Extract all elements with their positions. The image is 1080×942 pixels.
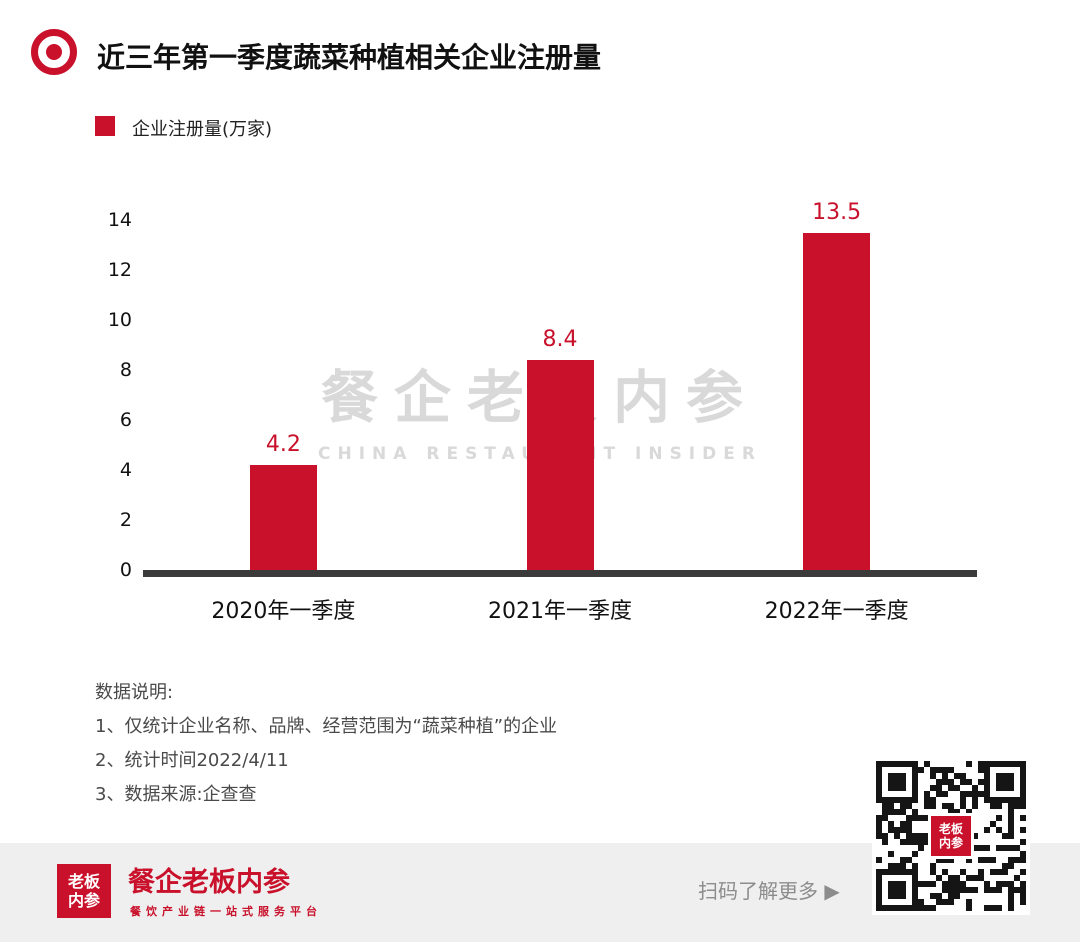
y-axis-tick-label: 2 [119, 509, 132, 531]
y-axis-tick-label: 6 [119, 409, 132, 431]
brand-logo-text: 老板内参 [67, 872, 100, 910]
bullseye-icon [31, 29, 77, 75]
y-axis-tick-label: 8 [119, 359, 132, 381]
notes-heading: 数据说明: [95, 682, 174, 703]
brand-tagline: 餐饮产业链一站式服务平台 [130, 905, 322, 918]
x-axis-line [143, 570, 977, 577]
bar-value-label: 4.2 [265, 432, 301, 457]
note-item: 2、统计时间2022/4/11 [95, 750, 289, 771]
qr-center-text: 老板内参 [938, 822, 963, 850]
legend-swatch [95, 116, 115, 136]
legend-label: 企业注册量(万家) [132, 119, 273, 140]
brand-logo: 老板内参 [57, 864, 111, 918]
note-item: 3、数据来源:企查查 [95, 784, 257, 805]
x-axis-label: 2021年一季度 [488, 599, 632, 624]
qr-code: 老板内参 [872, 757, 1030, 915]
y-axis-tick-label: 10 [107, 309, 132, 331]
data-notes: 数据说明: 1、仅统计企业名称、品牌、经营范围为“蔬菜种植”的企业 2、统计时间… [95, 676, 557, 812]
y-axis-tick-label: 14 [107, 209, 132, 231]
y-axis-tick-label: 4 [119, 459, 132, 481]
bar [249, 465, 317, 570]
bar-chart: 4.2 8.4 13.5 [145, 200, 975, 570]
page-title: 近三年第一季度蔬菜种植相关企业注册量 [97, 41, 602, 74]
brand-name: 餐企老板内参 [128, 867, 290, 898]
x-axis-label: 2022年一季度 [764, 599, 909, 624]
x-axis-label: 2020年一季度 [211, 599, 356, 624]
bar [526, 360, 594, 570]
bar [803, 232, 871, 570]
scan-qr-cta: 扫码了解更多 ▶ [698, 879, 840, 903]
qr-pattern [876, 761, 1026, 911]
qr-center-logo: 老板内参 [928, 813, 974, 859]
bar-value-label: 13.5 [812, 199, 862, 225]
note-item: 1、仅统计企业名称、品牌、经营范围为“蔬菜种植”的企业 [95, 716, 558, 737]
bar-value-label: 8.4 [542, 327, 578, 352]
y-axis-tick-label: 12 [107, 259, 132, 281]
y-axis-tick-label: 0 [119, 559, 132, 581]
